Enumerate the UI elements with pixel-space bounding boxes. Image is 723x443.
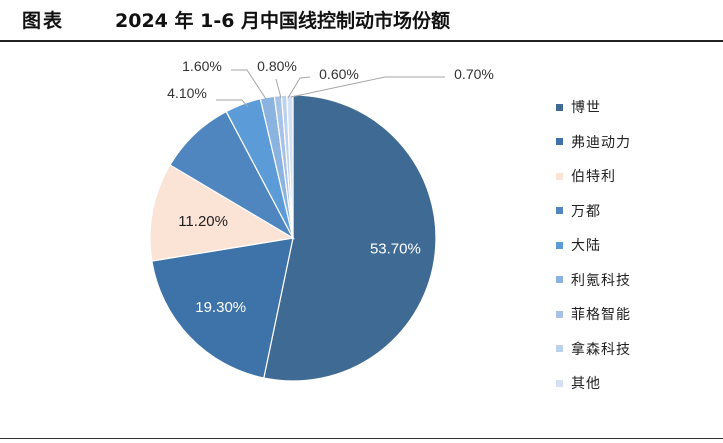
slice-label-8: 0.60%	[319, 66, 359, 82]
pie-slice-1	[263, 94, 437, 382]
figure-label: 图表	[22, 10, 65, 32]
legend-item: 菲格智能	[556, 297, 716, 332]
legend-item: 利氪科技	[556, 263, 716, 298]
slice-label-1: 53.70%	[370, 241, 421, 258]
slice-label-7: 0.80%	[257, 58, 297, 74]
legend-label: 其他	[571, 376, 601, 393]
legend-item: 其他	[556, 366, 716, 401]
leader-line-9	[290, 76, 445, 98]
chart-title: 2024 年 1-6 月中国线控制动市场份额	[115, 10, 451, 32]
leader-line-7	[275, 78, 282, 99]
legend-label: 弗迪动力	[571, 134, 631, 151]
leader-line-8	[287, 76, 311, 99]
legend-item: 伯特利	[556, 159, 716, 194]
legend-label: 博世	[571, 100, 601, 117]
slice-label-9: 0.70%	[454, 66, 494, 82]
slice-label-6: 1.60%	[182, 58, 222, 74]
pie-slice-2	[151, 237, 294, 379]
legend-label: 伯特利	[571, 169, 616, 186]
legend-swatch	[556, 345, 563, 353]
legend-item: 拿森科技	[556, 332, 716, 367]
legend-swatch	[556, 310, 563, 318]
leader-lines	[216, 69, 445, 108]
legend-swatch	[556, 276, 563, 284]
legend-swatch	[556, 207, 563, 215]
chart-legend: 博世弗迪动力伯特利万都大陆利氪科技菲格智能拿森科技其他	[556, 90, 716, 401]
slice-label-2: 19.30%	[195, 299, 246, 316]
legend-item: 万都	[556, 194, 716, 229]
bottom-divider	[0, 438, 723, 439]
top-divider	[0, 40, 723, 42]
slice-labels: 53.70% 19.30% 11.20% 4.10% 1.60% 0.80% 0.60% 0.…	[167, 58, 494, 316]
leader-line-5	[216, 99, 249, 108]
legend-label: 利氪科技	[571, 272, 631, 289]
legend-item: 博世	[556, 90, 716, 125]
pie-slice-3	[149, 164, 295, 262]
figure-header: 图表 2024 年 1-6 月中国线控制动市场份额	[0, 0, 723, 40]
pie-slices	[149, 94, 437, 382]
legend-swatch	[556, 241, 563, 249]
leader-line-6	[231, 69, 267, 100]
legend-swatch	[556, 138, 563, 146]
legend-label: 万都	[571, 203, 601, 220]
legend-swatch	[556, 103, 563, 111]
slice-label-5: 4.10%	[167, 85, 207, 101]
legend-item: 大陆	[556, 228, 716, 263]
legend-item: 弗迪动力	[556, 125, 716, 160]
legend-swatch	[556, 172, 563, 180]
legend-label: 大陆	[571, 238, 601, 255]
legend-swatch	[556, 379, 563, 387]
legend-label: 拿森科技	[571, 341, 631, 358]
legend-label: 菲格智能	[571, 307, 631, 324]
slice-label-3: 11.20%	[178, 213, 228, 230]
